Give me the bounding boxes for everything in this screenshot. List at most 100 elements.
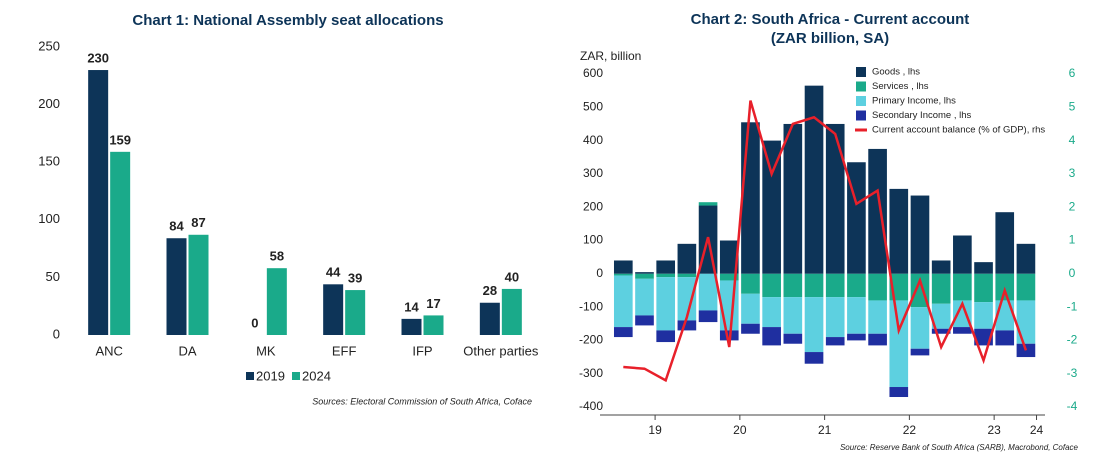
- bar-segment: [931, 260, 951, 274]
- bar-segment: [762, 273, 781, 298]
- data-label: 58: [270, 249, 284, 264]
- x-tick-label: DA: [178, 343, 196, 358]
- legend-label: Primary Income, lhs: [872, 96, 956, 107]
- bar-segment: [953, 273, 972, 301]
- data-label: 87: [191, 215, 205, 230]
- bar: [423, 315, 444, 335]
- bar-segment: [698, 310, 718, 323]
- y-tick-label: -400: [579, 399, 603, 413]
- bar-segment: [825, 297, 845, 338]
- data-label: 84: [169, 219, 184, 234]
- y-tick-label: 500: [583, 99, 603, 113]
- bar-segment: [677, 320, 697, 331]
- line: [623, 100, 1028, 383]
- bar-segment: [889, 387, 909, 398]
- y2-tick-label: 3: [1069, 166, 1076, 180]
- y-axis-label: ZAR, billion: [580, 49, 641, 63]
- x-tick-label: Other parties: [463, 343, 539, 358]
- bar-segment: [656, 273, 676, 278]
- bar-segment: [953, 235, 972, 274]
- bar: [345, 290, 366, 335]
- bar-segment: [783, 123, 803, 274]
- data-label: 159: [109, 132, 131, 147]
- y-tick-label: 200: [583, 199, 603, 213]
- bar: [188, 234, 209, 335]
- x-tick-label: MK: [256, 343, 276, 358]
- bar-segment: [783, 297, 803, 334]
- bar: [401, 318, 422, 335]
- bar: [166, 238, 187, 335]
- bar-segment: [741, 323, 760, 334]
- y2-tick-label: 1: [1069, 233, 1076, 247]
- legend-label: Current account balance (% of GDP), rhs: [872, 125, 1045, 136]
- bar-segment: [783, 273, 803, 298]
- bar-segment: [804, 352, 824, 364]
- bar-segment: [719, 273, 739, 281]
- bar-segment: [656, 330, 676, 343]
- bar-segment: [804, 273, 824, 298]
- bar-segment: [613, 260, 633, 274]
- y-tick-label: -100: [579, 299, 603, 313]
- chart-subtitle: (ZAR billion, SA): [771, 30, 889, 47]
- bar-segment: [698, 202, 718, 206]
- bar-segment: [825, 123, 845, 274]
- bar-segment: [974, 273, 993, 303]
- legend-swatch: [246, 372, 254, 380]
- bar-segment: [995, 330, 1015, 346]
- y-tick-label: 0: [596, 266, 603, 280]
- y2-tick-label: -2: [1067, 333, 1078, 347]
- data-label: 40: [505, 269, 519, 284]
- y-tick-label: 50: [46, 269, 60, 284]
- bar-segment: [847, 297, 866, 334]
- bar-segment: [635, 315, 654, 326]
- bar-segment: [719, 240, 739, 274]
- bar-segment: [931, 303, 951, 329]
- bar-segment: [719, 280, 739, 331]
- y2-tick-label: 6: [1069, 66, 1076, 80]
- bar-segment: [847, 273, 866, 298]
- bar-segment: [762, 327, 781, 346]
- bar: [323, 284, 344, 335]
- x-tick-label: 20: [733, 423, 747, 437]
- bar-segment: [1016, 243, 1036, 274]
- data-label: 14: [404, 299, 419, 314]
- y-tick-label: 150: [38, 154, 60, 169]
- bar-segment: [868, 273, 887, 301]
- bar-segment: [1016, 300, 1036, 344]
- bar-segment: [635, 273, 654, 279]
- bar-segment: [931, 328, 951, 334]
- bar-segment: [995, 212, 1015, 274]
- chart-title: Chart 2: South Africa - Current account: [691, 11, 970, 28]
- bar: [266, 268, 287, 335]
- bar-segment: [974, 262, 993, 274]
- bar: [479, 302, 500, 335]
- y-tick-label: -200: [579, 333, 603, 347]
- y2-tick-label: -1: [1067, 299, 1078, 313]
- bar-segment: [762, 297, 781, 328]
- bar-segment: [677, 277, 697, 321]
- legend-label: Goods , lhs: [872, 67, 920, 78]
- bar-segment: [910, 307, 930, 349]
- bar-segment: [868, 148, 887, 274]
- bar-segment: [613, 273, 633, 276]
- y2-tick-label: 2: [1069, 199, 1076, 213]
- bar-segment: [868, 300, 887, 334]
- y-tick-label: 600: [583, 66, 603, 80]
- bar-segment: [847, 333, 866, 341]
- y2-tick-label: -4: [1067, 399, 1078, 413]
- x-tick-label: 21: [818, 423, 832, 437]
- bar-segment: [931, 273, 951, 304]
- source: Sources: Electoral Commission of South A…: [312, 396, 532, 406]
- y-tick-label: 200: [38, 96, 60, 111]
- data-label: 230: [87, 50, 109, 65]
- y2-tick-label: 0: [1069, 266, 1076, 280]
- legend-label: 2019: [256, 368, 285, 383]
- bar-segment: [762, 140, 781, 274]
- y2-tick-label: -3: [1067, 366, 1078, 380]
- bar-segment: [783, 333, 803, 344]
- x-tick-label: 24: [1030, 423, 1044, 437]
- bar-segment: [613, 275, 633, 328]
- bar-segment: [910, 195, 930, 274]
- data-label: 39: [348, 271, 362, 286]
- bar-segment: [804, 85, 824, 274]
